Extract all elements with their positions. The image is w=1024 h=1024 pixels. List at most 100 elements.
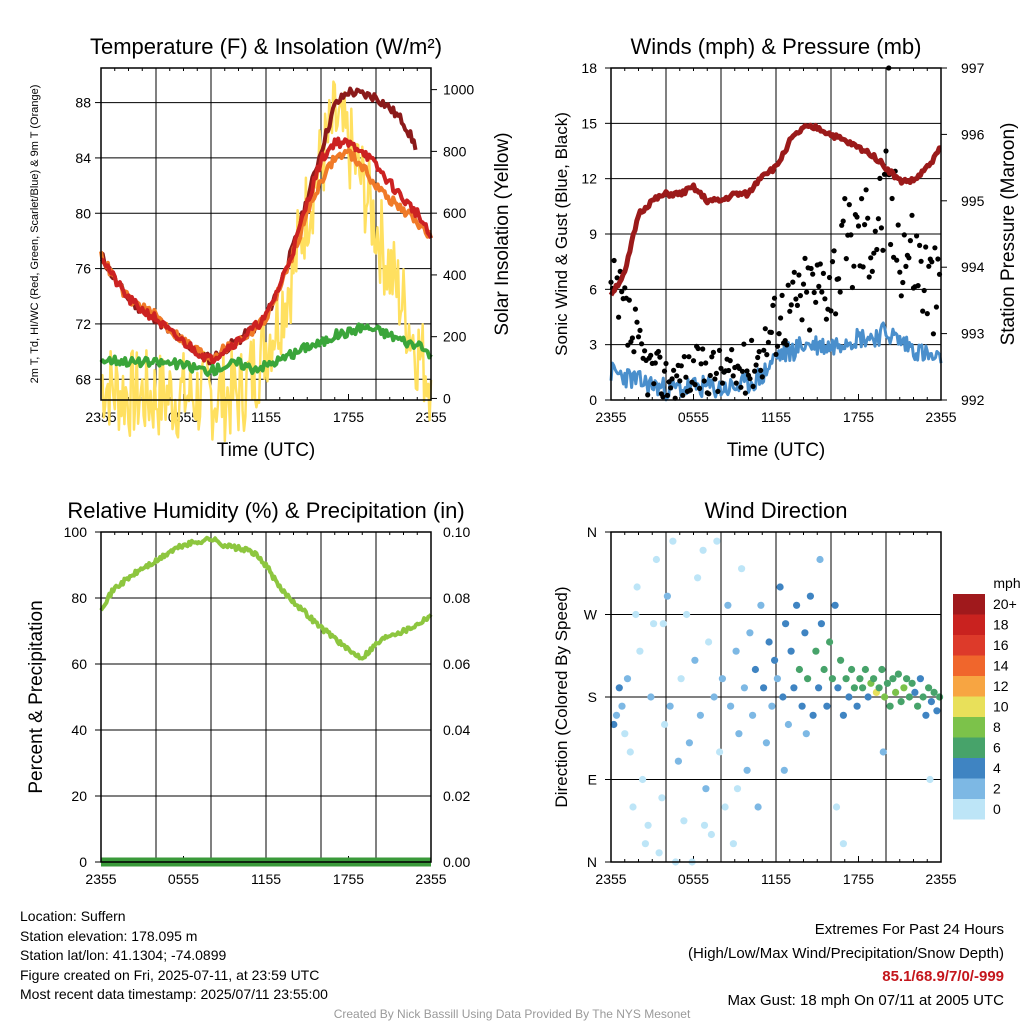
direction-point: [784, 720, 793, 729]
direction-point: [751, 665, 760, 674]
y-tick-label: 12: [581, 171, 597, 187]
y-tick-label: 9: [589, 226, 597, 242]
chart-title: Winds (mph) & Pressure (mb): [631, 34, 922, 59]
direction-point: [746, 629, 754, 637]
direction-point: [936, 693, 944, 701]
direction-point: [680, 817, 688, 825]
rh-line: [99, 535, 433, 661]
gust-point: [770, 302, 776, 308]
y2-tick-label: 1000: [443, 82, 474, 98]
direction-point: [721, 803, 729, 811]
direction-point: [765, 638, 773, 646]
y-tick-label: 20: [71, 788, 87, 804]
gust-point: [773, 351, 779, 357]
gust-point: [655, 348, 662, 355]
y-tick-label: 72: [75, 316, 91, 332]
y-axis-label: Percent & Precipitation: [26, 600, 47, 793]
gust-point: [874, 246, 880, 253]
direction-point: [663, 592, 672, 600]
legend-label: 6: [993, 740, 1001, 756]
gust-point: [695, 345, 701, 352]
gust-point: [826, 274, 833, 281]
gust-point: [854, 214, 860, 220]
gust-point: [930, 331, 937, 337]
x-tick-label: 1755: [843, 871, 874, 887]
direction-point: [724, 601, 732, 609]
y-tick-label: 88: [75, 95, 91, 111]
gust-point: [681, 354, 687, 360]
gust-point: [739, 368, 746, 374]
y-tick-label: 40: [71, 722, 87, 738]
chart-title: Temperature (F) & Insolation (W/m²): [90, 34, 442, 59]
direction-point: [749, 711, 757, 719]
direction-point: [870, 675, 878, 683]
direction-point: [683, 610, 691, 619]
direction-point: [817, 620, 826, 628]
gust-point: [614, 275, 620, 281]
gust-point: [920, 308, 926, 314]
legend-label: 10: [993, 699, 1009, 715]
y2-tick-label: 0.04: [443, 722, 470, 738]
y-tick-label: 0: [589, 392, 597, 408]
y2-tick-label: 0.08: [443, 590, 470, 606]
direction-point: [883, 679, 892, 687]
gust-point: [923, 244, 929, 250]
gust-point: [816, 283, 822, 289]
direction-point: [771, 656, 779, 664]
gust-point: [799, 317, 805, 323]
direction-point: [856, 675, 864, 683]
direction-point: [831, 601, 839, 609]
direction-point: [795, 665, 804, 674]
direction-point: [823, 702, 831, 710]
gust-point: [718, 365, 724, 371]
max-gust-text: Max Gust: 18 mph On 07/11 at 2005 UTC: [727, 991, 1004, 1009]
gust-point: [808, 265, 814, 272]
gust-point: [848, 232, 854, 238]
x-tick-label: 1755: [333, 871, 364, 887]
gust-point: [690, 358, 697, 364]
gust-point: [842, 196, 848, 202]
direction-point: [633, 583, 641, 591]
gust-point: [715, 388, 721, 394]
direction-point: [626, 748, 634, 756]
direction-point: [716, 748, 724, 756]
legend-label: 0: [993, 801, 1001, 817]
direction-point: [889, 675, 897, 683]
gust-point: [637, 327, 643, 333]
x-tick-label: 0555: [168, 871, 199, 887]
direction-point: [853, 702, 861, 710]
direction-point: [743, 766, 751, 774]
gust-point: [839, 222, 845, 228]
gust-point: [716, 347, 723, 353]
gust-point: [700, 346, 706, 352]
x-tick-label: 1155: [251, 409, 281, 425]
direction-point: [639, 775, 647, 784]
gust-point: [652, 360, 658, 366]
y2-axis-label: Solar Insolation (Yellow): [492, 132, 513, 335]
gust-point: [935, 256, 941, 262]
x-tick-label: 1155: [251, 871, 281, 887]
legend-label: 12: [993, 678, 1009, 694]
gust-point: [697, 385, 703, 391]
direction-point: [661, 720, 669, 729]
y2-tick-label: 0.02: [443, 788, 470, 804]
legend-swatch: [953, 758, 985, 779]
x-tick-label: 2355: [595, 871, 626, 887]
y-tick-label: N: [587, 524, 597, 540]
y2-tick-label: 0.06: [443, 656, 470, 672]
y2-tick-label: 200: [443, 329, 467, 345]
gust-point: [661, 368, 668, 374]
direction-point: [612, 711, 621, 719]
gust-point: [779, 292, 785, 298]
direction-point: [861, 665, 870, 674]
gust-point: [629, 335, 636, 341]
gust-point: [917, 242, 923, 248]
gust-point: [742, 390, 749, 396]
x-tick-label: 1155: [761, 871, 791, 887]
direction-point: [782, 620, 790, 628]
gust-point: [918, 258, 924, 264]
direction-point: [677, 675, 685, 683]
direction-point: [922, 711, 930, 719]
y-tick-label: 76: [75, 261, 91, 277]
y2-tick-label: 0: [443, 390, 451, 406]
